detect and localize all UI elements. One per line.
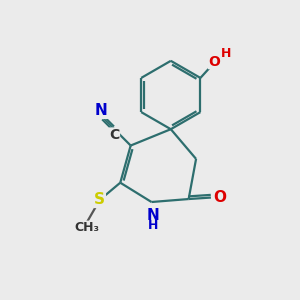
Text: N: N [94, 103, 107, 118]
Text: O: O [208, 55, 220, 69]
Text: H: H [221, 47, 232, 60]
Text: S: S [94, 192, 105, 207]
Text: H: H [148, 219, 158, 232]
Text: CH₃: CH₃ [75, 221, 100, 234]
Text: O: O [213, 190, 226, 205]
Text: C: C [109, 128, 119, 142]
Text: N: N [147, 208, 159, 223]
